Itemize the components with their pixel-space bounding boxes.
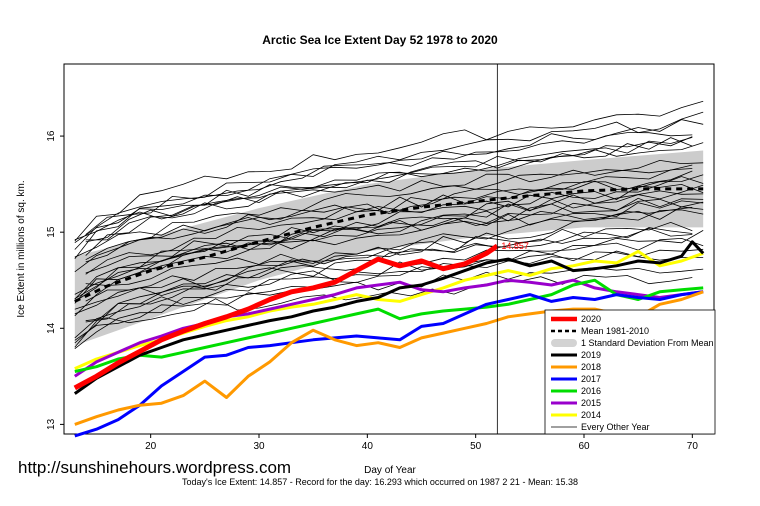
axes: 14.857 20 30 40 50 60 70 13 14 15 16 bbox=[46, 64, 698, 452]
every-other-year-line bbox=[85, 221, 693, 302]
legend: 2020 Mean 1981-2010 1 Standard Deviation F… bbox=[544, 309, 716, 435]
every-other-year-line bbox=[74, 248, 704, 339]
series-line-2016 bbox=[74, 278, 704, 373]
std-deviation-band bbox=[74, 150, 704, 346]
x-tick-label: 70 bbox=[687, 441, 699, 452]
series-line-2017 bbox=[74, 290, 704, 438]
legend-label: 2016 bbox=[581, 386, 601, 396]
every-other-year-line bbox=[85, 164, 693, 261]
every-other-year-line bbox=[85, 137, 693, 241]
legend-label: 2015 bbox=[581, 398, 601, 408]
y-tick-label: 16 bbox=[46, 130, 57, 142]
series-line-2015 bbox=[73, 278, 704, 378]
every-other-year-line bbox=[85, 168, 693, 275]
every-other-year-line bbox=[74, 251, 704, 310]
every-other-year-line bbox=[74, 100, 704, 242]
series-line-2020 bbox=[73, 243, 499, 391]
every-other-year-line bbox=[74, 206, 704, 348]
y-axis-label: Ice Extent in millions of sq. km. bbox=[16, 180, 27, 317]
mean-line bbox=[74, 187, 704, 303]
x-tick-label: 50 bbox=[470, 441, 482, 452]
current-value-label: 14.857 bbox=[501, 241, 529, 251]
every-other-year-line bbox=[74, 119, 704, 250]
legend-label: Every Other Year bbox=[581, 422, 650, 432]
every-other-year-line bbox=[74, 176, 704, 302]
every-other-year-line bbox=[74, 197, 704, 300]
legend-label: Mean 1981-2010 bbox=[581, 326, 649, 336]
every-other-year-line bbox=[85, 136, 693, 243]
legend-label: 2019 bbox=[581, 350, 601, 360]
every-other-year-line bbox=[74, 200, 704, 304]
footer-note: Today's Ice Extent: 14.857 - Record for … bbox=[182, 477, 578, 487]
every-other-year-line bbox=[74, 159, 704, 241]
every-other-year-line bbox=[85, 206, 693, 274]
legend-label: 2014 bbox=[581, 410, 601, 420]
legend-swatch bbox=[551, 339, 577, 347]
std-band-layer bbox=[74, 150, 704, 346]
every-other-year-line bbox=[85, 170, 693, 263]
y-tick-label: 13 bbox=[46, 418, 57, 430]
every-other-year-line bbox=[74, 183, 704, 258]
chart-title: Arctic Sea Ice Extent Day 52 1978 to 202… bbox=[262, 33, 498, 47]
x-tick-label: 40 bbox=[362, 441, 374, 452]
watermark-url: http://sunshinehours.wordpress.com bbox=[18, 458, 292, 477]
every-other-year-line bbox=[74, 198, 704, 295]
series-line-2019 bbox=[73, 240, 705, 395]
y-tick-label: 15 bbox=[46, 226, 57, 238]
every-other-year-lines bbox=[74, 100, 704, 350]
x-axis-label: Day of Year bbox=[364, 465, 416, 476]
every-other-year-line bbox=[85, 137, 693, 256]
x-tick-label: 30 bbox=[253, 441, 265, 452]
legend-label: 2020 bbox=[581, 314, 601, 324]
plot-frame bbox=[63, 63, 715, 435]
every-other-year-line bbox=[74, 174, 704, 273]
every-other-year-line bbox=[74, 230, 704, 350]
legend-label: 1 Standard Deviation From Mean bbox=[581, 338, 714, 348]
y-tick-label: 14 bbox=[46, 322, 57, 334]
every-other-year-line bbox=[85, 227, 693, 323]
every-other-year-line bbox=[74, 111, 704, 259]
x-tick-label: 60 bbox=[578, 441, 590, 452]
x-tick-label: 20 bbox=[145, 441, 157, 452]
legend-label: 2018 bbox=[581, 362, 601, 372]
every-other-year-line bbox=[74, 184, 704, 317]
legend-label: 2017 bbox=[581, 374, 601, 384]
